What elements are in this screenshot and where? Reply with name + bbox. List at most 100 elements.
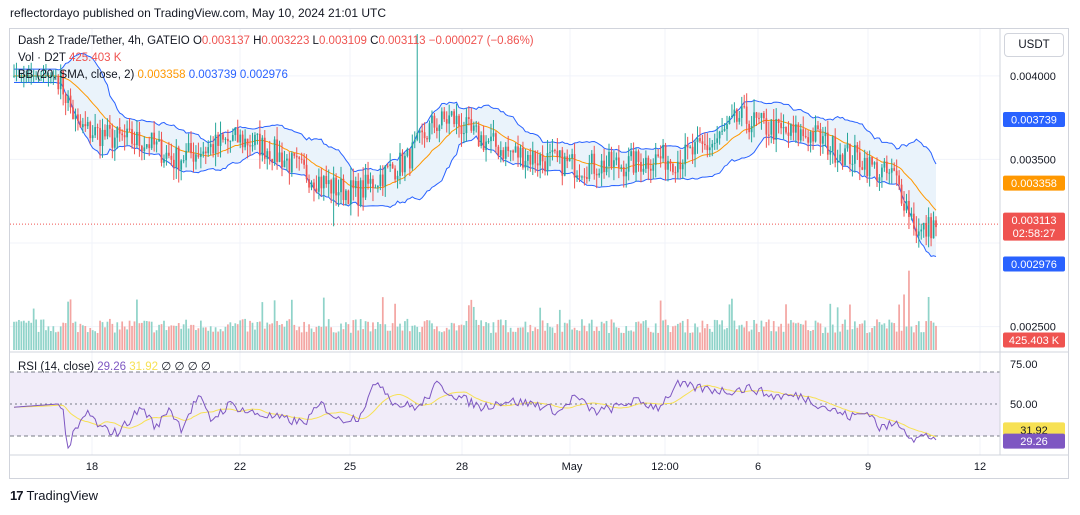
candle-body [622, 166, 625, 177]
volume-bar [160, 324, 163, 350]
candle-body [893, 168, 896, 171]
volume-bar [654, 323, 657, 350]
volume-bar [458, 325, 460, 350]
volume-bar [780, 323, 782, 350]
candle-body [199, 153, 202, 157]
volume-bar [927, 296, 930, 350]
currency-button[interactable]: USDT [1004, 33, 1064, 57]
volume-bar [723, 329, 726, 350]
candle-body [475, 125, 478, 127]
volume-bar [416, 326, 419, 350]
volume-bar [394, 303, 396, 350]
volume-bar [689, 332, 691, 350]
volume-bar [738, 325, 741, 350]
candle-body [175, 147, 178, 168]
volume-bar [903, 294, 905, 350]
volume-bar [251, 322, 254, 350]
candle-body [681, 164, 684, 170]
volume-bar [27, 320, 30, 350]
candle-body [632, 151, 635, 173]
candle-body [172, 159, 175, 168]
candle-body [177, 147, 180, 170]
candle-body [858, 152, 861, 168]
volume-bar [765, 322, 768, 350]
volume-bar [522, 327, 524, 350]
volume-bar [667, 325, 669, 350]
volume-bar [770, 331, 773, 350]
candle-body [831, 136, 834, 152]
volume-bar [622, 332, 625, 350]
candle-body [495, 133, 497, 147]
tradingview-brand[interactable]: 17 TradingView [10, 488, 98, 503]
bb-upper-value: 0.003739 [188, 69, 237, 81]
volume-bar [379, 324, 382, 350]
candle-body [15, 75, 18, 77]
volume-bar [163, 320, 165, 350]
volume-bar [576, 330, 578, 350]
volume-bar [797, 322, 800, 350]
candle-body [158, 139, 160, 142]
bb-legend: BB (20, SMA, close, 2) 0.003358 0.003739… [18, 69, 288, 81]
candle-body [453, 111, 455, 125]
volume-bar [165, 330, 168, 350]
candle-body [224, 138, 227, 140]
volume-bar [399, 323, 401, 350]
volume-bar [40, 319, 42, 350]
time-axis-label: 22 [234, 461, 246, 473]
candle-body [50, 75, 52, 77]
rsi-ma-value: 31.92 [129, 361, 159, 373]
candle-body [37, 75, 40, 77]
volume-bar [104, 327, 106, 350]
volume-bar [123, 326, 126, 350]
rsi-ma-tag-bg [1003, 422, 1065, 438]
volume-bar [192, 324, 195, 350]
candle-body [52, 75, 55, 77]
candle-body [927, 217, 930, 237]
volume-bar [187, 328, 190, 350]
volume-bar [524, 321, 527, 350]
volume-bar [22, 320, 25, 350]
volume-bar [814, 320, 817, 350]
candle-body [822, 136, 824, 144]
volume-bar [423, 321, 426, 350]
volume-bar [197, 328, 200, 350]
volume-bar [713, 319, 716, 350]
candle-body [266, 151, 269, 159]
volume-bar [615, 327, 618, 350]
candle-body [347, 190, 350, 205]
candle-body [59, 71, 62, 90]
candle-body [691, 146, 694, 155]
candle-body [67, 95, 69, 103]
volume-bar [824, 327, 827, 350]
candle-body [674, 172, 677, 174]
volume-bar [113, 332, 116, 350]
candle-body [182, 160, 185, 162]
change-value: −0.000027 (−0.86%) [428, 35, 534, 47]
candle-body [866, 157, 869, 177]
candle-body [490, 136, 492, 142]
price-tag-countdown: 02:58:27 [1013, 228, 1056, 240]
volume-bar [625, 326, 628, 350]
candle-body [738, 117, 741, 122]
volume-bar [900, 330, 903, 350]
volume-bar [377, 322, 379, 350]
candle-body [283, 160, 286, 168]
candle-body [57, 75, 60, 90]
volume-bar [558, 309, 561, 350]
volume-bar [871, 328, 873, 350]
candle-body [536, 163, 539, 166]
candle-body [190, 143, 192, 154]
volume-bar [305, 331, 308, 350]
candle-body [111, 128, 114, 148]
candle-body [140, 145, 143, 151]
candle-body [708, 147, 711, 151]
volume-bar [676, 323, 679, 350]
volume-bar [610, 319, 613, 350]
candle-body [118, 127, 121, 134]
time-axis-label: 9 [865, 461, 871, 473]
candle-body [799, 129, 802, 141]
candle-body [905, 200, 908, 211]
candle-body [155, 141, 158, 145]
chart-frame [9, 28, 1069, 479]
